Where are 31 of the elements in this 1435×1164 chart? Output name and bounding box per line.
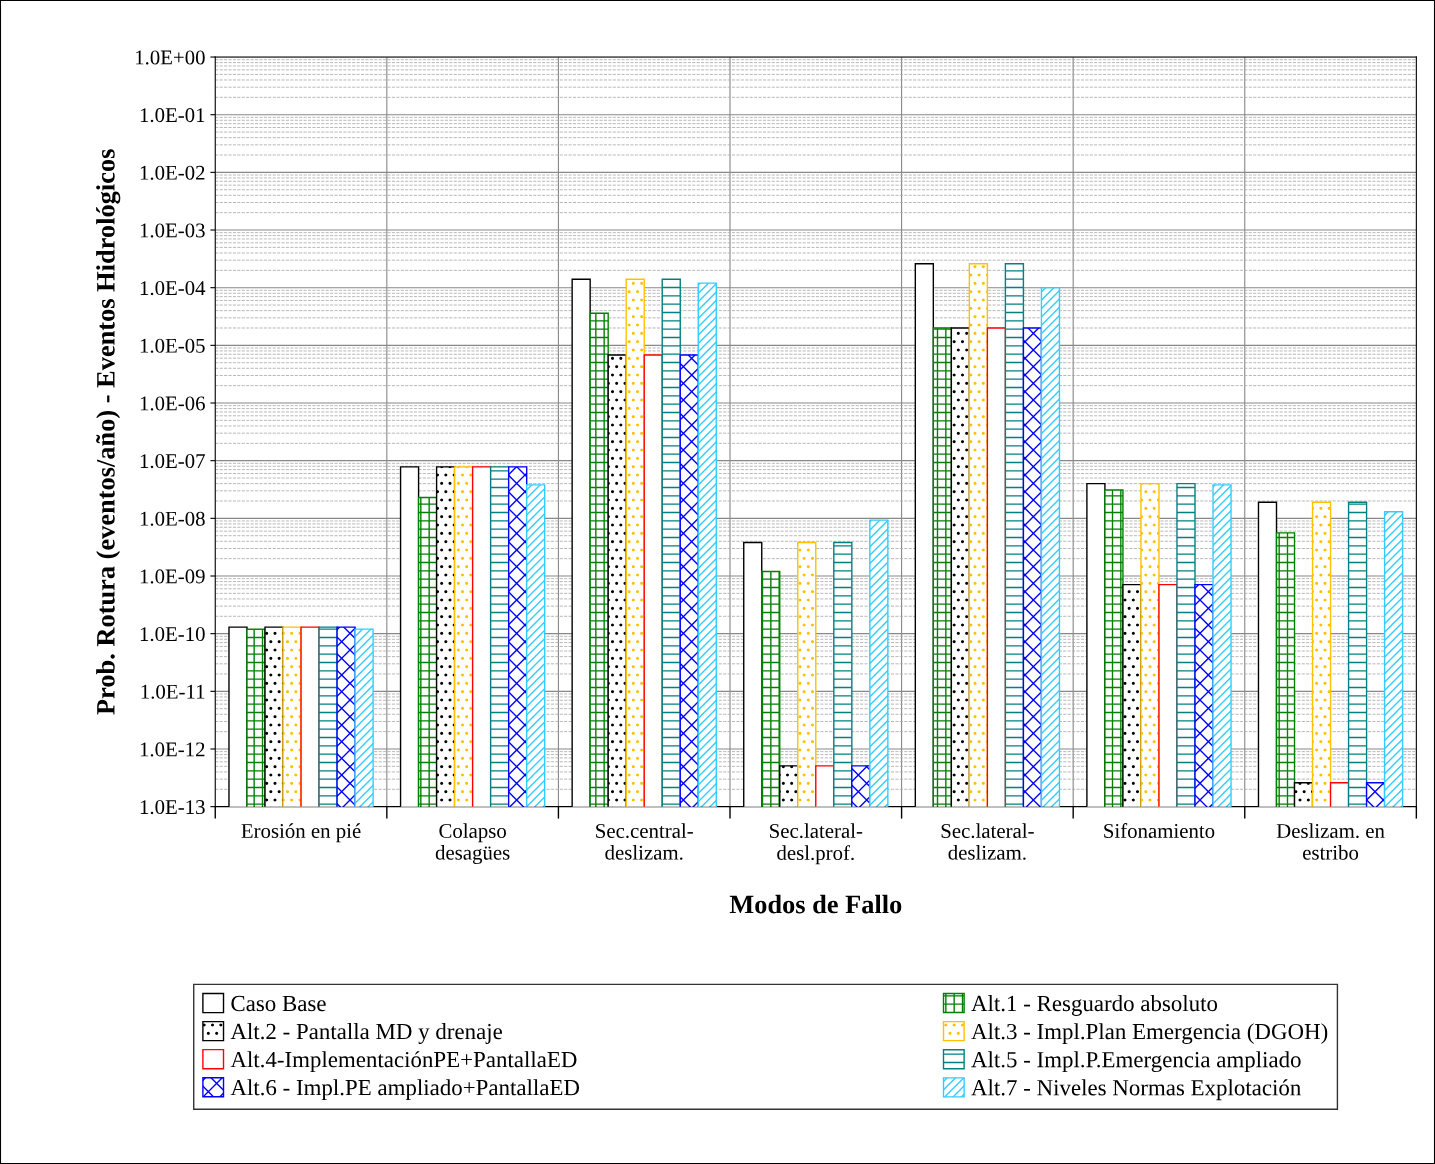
- y-tick-label: 1.0E-08: [140, 511, 205, 526]
- x-tick-label: Colapso desagües: [435, 823, 510, 865]
- x-tick-label: Sifonamiento: [1104, 823, 1215, 838]
- y-tick-label: 1.0E-09: [140, 569, 205, 584]
- y-tick-label: 1.0E-02: [140, 165, 205, 180]
- y-tick-label: 1.0E-03: [140, 223, 205, 238]
- legend-label: Alt.7 - Niveles Normas Explotación: [971, 1079, 1301, 1101]
- y-tick-label: 1.0E-05: [140, 338, 205, 353]
- y-axis-title: Prob. Rotura (eventos/año) - Eventos Hidrológicos: [96, 149, 121, 715]
- y-tick-label: 1.0E-06: [140, 396, 205, 411]
- y-tick-label: 1.0E+00: [136, 50, 205, 65]
- y-tick-label: 1.0E-13: [140, 800, 205, 815]
- y-tick-label: 1.0E-10: [140, 627, 205, 642]
- y-tick-label: 1.0E-04: [140, 281, 206, 296]
- legend-label: Alt.5 - Impl.P.Emergencia ampliado: [971, 1051, 1301, 1073]
- legend-label: Caso Base: [231, 995, 326, 1012]
- y-tick-label: 1.0E-07: [140, 454, 205, 469]
- x-tick-label: Deslizam. en estribo: [1276, 823, 1385, 860]
- x-tick-label: Erosión en pié: [241, 823, 361, 843]
- y-tick-label: 1.0E-11: [141, 684, 205, 699]
- legend-label: Alt.2 - Pantalla MD y drenaje: [230, 1023, 502, 1044]
- x-axis-title: Modos de Fallo: [729, 894, 902, 914]
- y-tick-label: 1.0E-12: [140, 742, 205, 757]
- x-tick-label: Sec.lateral- deslizam.: [941, 823, 1034, 860]
- legend-label: Alt.1 - Resguardo absoluto: [971, 995, 1218, 1016]
- legend-label: Alt.4-ImplementaciónPE+PantallaED: [230, 1051, 577, 1072]
- x-tick-label: Sec.central- deslizam.: [596, 823, 693, 860]
- y-tick-label: 1.0E-01: [140, 108, 205, 123]
- legend-label: Alt.3 - Impl.Plan Emergencia (DGOH): [971, 1023, 1328, 1045]
- legend-label: Alt.6 - Impl.PE ampliado+PantallaED: [230, 1079, 580, 1100]
- x-tick-label: Sec.lateral- desl.prof.: [770, 823, 863, 865]
